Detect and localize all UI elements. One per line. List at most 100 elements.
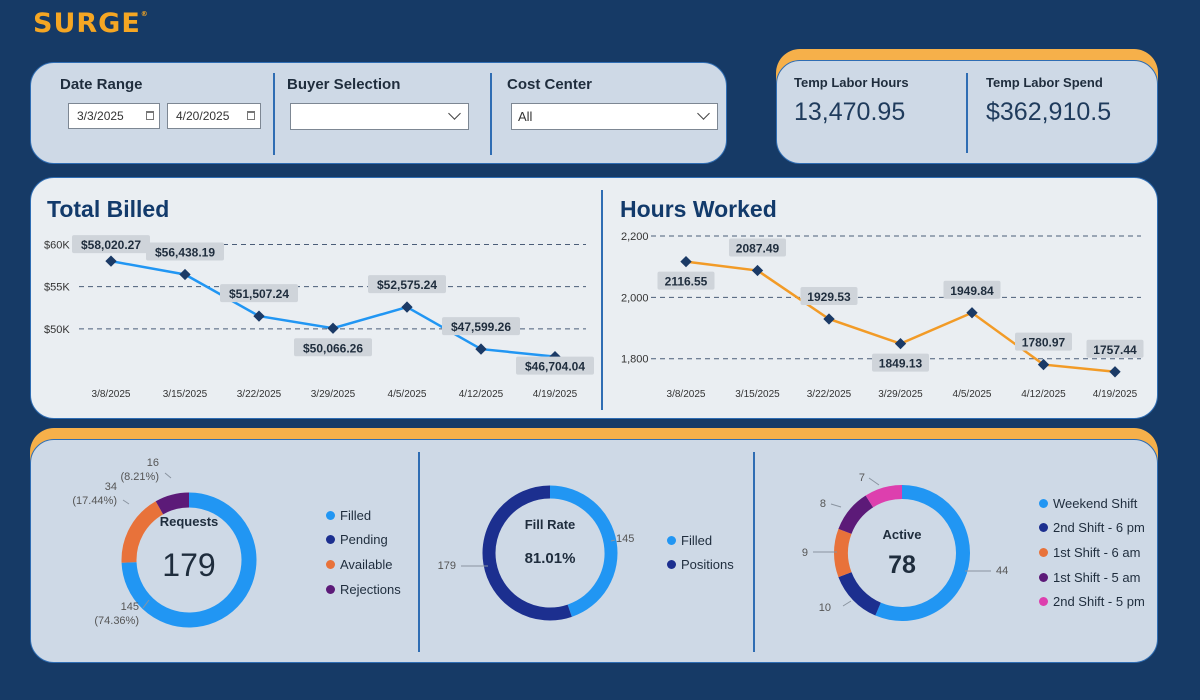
x-tick-label: 4/12/2025	[459, 389, 504, 400]
surge-logo: SURGE®	[33, 8, 149, 39]
x-tick-label: 4/19/2025	[533, 389, 578, 400]
donut-slice	[865, 485, 903, 508]
data-label: $58,020.27	[81, 238, 141, 252]
data-point	[680, 255, 692, 268]
calendar-icon[interactable]	[146, 111, 154, 120]
filters-panel: Date Range 3/3/2025 4/20/2025 Buyer Sele…	[30, 62, 727, 164]
data-label: $46,704.04	[525, 360, 585, 374]
y-tick-label: 2,200	[621, 231, 649, 243]
temp-labor-hours-label: Temp Labor Hours	[794, 75, 909, 90]
data-point	[105, 255, 117, 267]
donut-center-value: 179	[162, 547, 215, 583]
legend-dot	[1039, 597, 1048, 606]
x-tick-label: 4/12/2025	[1021, 389, 1066, 400]
chevron-down-icon	[697, 107, 710, 120]
data-label: $50,066.26	[303, 341, 363, 355]
trend-charts-panel: Total Billed Hours Worked $60K $55K $50K 3/…	[30, 177, 1158, 419]
data-label-bg	[516, 356, 594, 375]
slice-label: 179	[438, 560, 456, 572]
legend-pending[interactable]: Pending	[326, 532, 388, 547]
legend-rejections[interactable]: Rejections	[326, 582, 401, 597]
donut-divider	[753, 452, 755, 652]
y-tick-label: $55K	[44, 282, 70, 294]
data-label: $56,438.19	[155, 245, 215, 259]
legend-1st-shift-5am[interactable]: 1st Shift - 5 am	[1039, 570, 1140, 585]
cost-center-label: Cost Center	[507, 76, 593, 93]
x-tick-label: 3/15/2025	[735, 389, 780, 400]
slice-label: (74.36%)	[94, 615, 139, 627]
donut-title: Requests	[160, 514, 219, 529]
legend-dot	[667, 560, 676, 569]
legend-available[interactable]: Available	[326, 557, 393, 572]
buyer-selection-dropdown[interactable]	[290, 103, 469, 130]
x-tick-label: 3/8/2025	[667, 389, 706, 400]
leader-line	[122, 499, 130, 505]
data-point	[253, 310, 265, 322]
slice-label: 9	[802, 547, 808, 559]
donut-slice	[155, 492, 190, 515]
legend-dot	[1039, 523, 1048, 532]
slice-label: 16	[147, 457, 159, 469]
legend-dot	[326, 511, 335, 520]
donut-charts-svg: Requests 179 145 (74.36%) 34 (17.44%) 16 (8.21%…	[72, 457, 1008, 628]
data-label: 1780.97	[1022, 336, 1066, 350]
data-label-bg	[800, 286, 858, 305]
legend-fill-positions[interactable]: Positions	[667, 557, 734, 572]
slice-label: 7	[859, 472, 865, 484]
end-date-input[interactable]: 4/20/2025	[167, 103, 261, 129]
legend-2nd-shift-5pm[interactable]: 2nd Shift - 5 pm	[1039, 594, 1145, 609]
x-tick-label: 3/15/2025	[163, 389, 208, 400]
data-label-bg	[72, 235, 150, 254]
leader-line	[868, 477, 880, 486]
donut-slice	[875, 485, 970, 621]
data-label-bg	[1015, 332, 1072, 351]
data-point	[1109, 366, 1121, 378]
date-range-label: Date Range	[60, 76, 143, 93]
data-point	[823, 313, 835, 325]
donut-center-value: 81.01%	[525, 550, 576, 567]
slice-label: 8	[820, 498, 826, 510]
x-tick-label: 3/22/2025	[237, 389, 282, 400]
slice-label: (17.44%)	[72, 495, 117, 507]
temp-labor-spend-value: $362,910.5	[986, 98, 1112, 126]
buyer-selection-label: Buyer Selection	[287, 76, 401, 93]
slice-label: 145	[121, 601, 139, 613]
data-point	[179, 268, 191, 281]
data-label-bg	[368, 275, 446, 294]
temp-labor-spend-label: Temp Labor Spend	[986, 75, 1103, 90]
line-charts-svg: $60K $55K $50K 3/8/2025 3/15/2025 3/22/2025 3/…	[44, 231, 1144, 400]
data-label-bg	[943, 280, 1001, 299]
data-point	[475, 343, 487, 355]
donut-slice	[549, 485, 618, 617]
legend-2nd-shift-6pm[interactable]: 2nd Shift - 6 pm	[1039, 520, 1145, 535]
total-billed-title: Total Billed	[47, 196, 170, 222]
legend-filled[interactable]: Filled	[326, 508, 371, 523]
legend-fill-filled[interactable]: Filled	[667, 533, 712, 548]
slice-label: 145	[616, 533, 634, 545]
data-point	[401, 301, 413, 313]
leader-line	[842, 600, 852, 607]
data-label: $51,507.24	[229, 287, 289, 301]
y-tick-label: 1,800	[621, 354, 649, 366]
donut-slice	[838, 495, 874, 535]
filter-divider	[490, 73, 492, 155]
chevron-down-icon	[448, 107, 461, 120]
x-tick-label: 4/5/2025	[388, 389, 427, 400]
calendar-icon[interactable]	[247, 111, 255, 120]
donut-title: Fill Rate	[525, 517, 576, 532]
slice-label: 34	[105, 481, 117, 493]
slice-label: 44	[996, 565, 1008, 577]
legend-dot	[326, 585, 335, 594]
legend-weekend-shift[interactable]: Weekend Shift	[1039, 496, 1137, 511]
donut-slice	[482, 485, 572, 621]
data-point	[1037, 358, 1050, 371]
donut-slice	[121, 492, 257, 628]
leader-line	[830, 503, 842, 508]
start-date-input[interactable]: 3/3/2025	[68, 103, 160, 129]
data-label: $47,599.26	[451, 320, 511, 334]
data-label: 2116.55	[665, 275, 708, 289]
legend-1st-shift-6am[interactable]: 1st Shift - 6 am	[1039, 545, 1140, 560]
cost-center-dropdown[interactable]: All	[511, 103, 718, 130]
slice-label: 10	[819, 602, 831, 614]
chart-divider	[601, 190, 603, 410]
